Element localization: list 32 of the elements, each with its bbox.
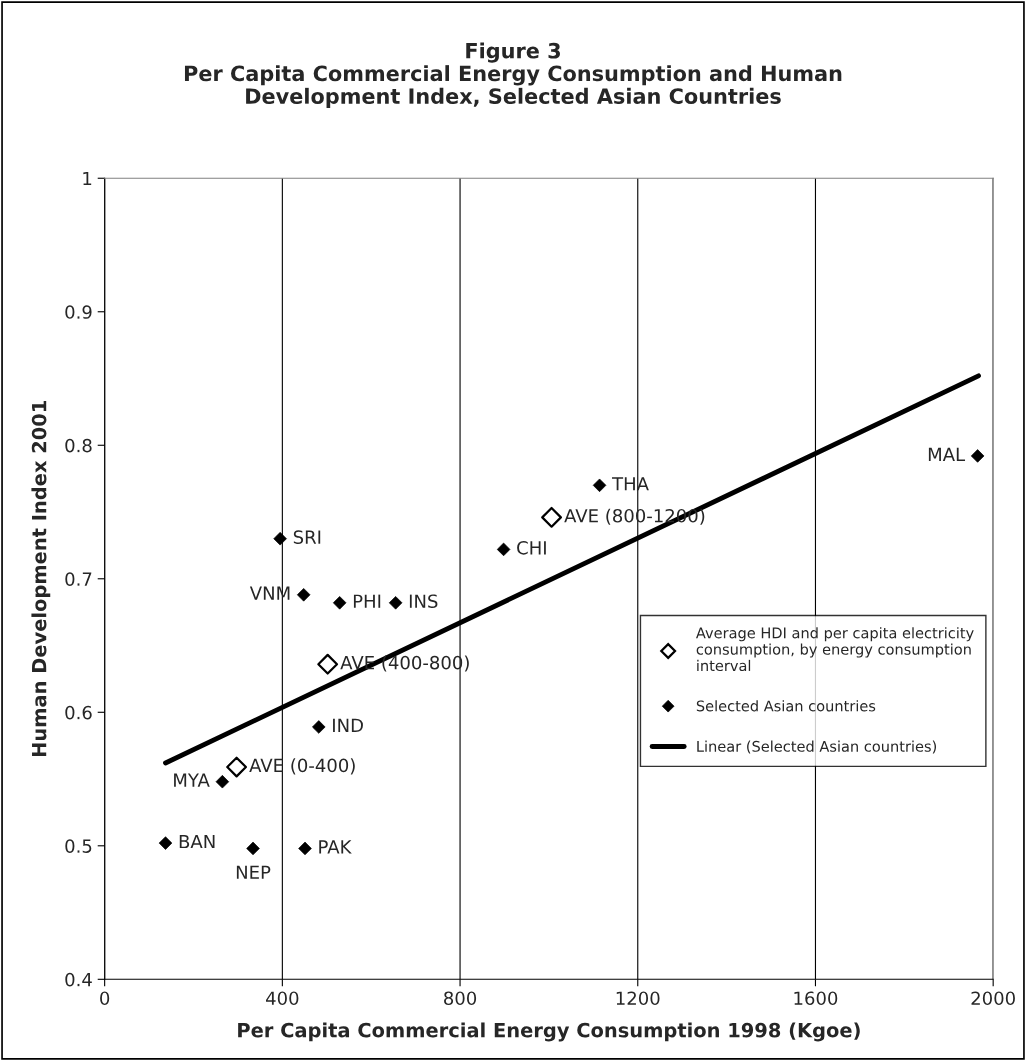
y-tick-label: 0.8 — [65, 438, 92, 453]
annotation: MYA — [174, 773, 210, 787]
annotation: BAN — [179, 834, 215, 849]
x-tick-label: 1600 — [794, 991, 838, 1006]
x-axis-title: Per Capita Commercial Energy Consumption 1998 (Kgoe) — [238, 1022, 860, 1042]
y-tick-label: 0.5 — [65, 839, 92, 853]
y-axis-title: Human Development Index 2001 — [31, 401, 51, 757]
annotation: NEP — [236, 865, 271, 879]
annotation: PAK — [319, 840, 352, 854]
annotation: SRI — [293, 530, 321, 544]
x-tick-label: 0 — [100, 991, 110, 1006]
x-tick-label: 2000 — [971, 991, 1015, 1006]
y-tick-label: 0.4 — [65, 972, 92, 987]
point — [317, 653, 339, 675]
y-tick-label: 1 — [83, 171, 92, 186]
x-tick-label: 400 — [266, 991, 299, 1006]
y-tick-label: 0.9 — [65, 305, 92, 319]
point — [226, 756, 248, 778]
y-tick-label: 0.7 — [65, 572, 92, 586]
chart-title: Figure 3 Per Capita Commercial Energy Consumption and Human Development Index, Selected Asian Countries — [184, 42, 842, 108]
point — [541, 506, 562, 528]
x-tick-label: 800 — [444, 991, 477, 1006]
y-tick-label: 0.6 — [65, 705, 92, 720]
annotation: INS — [409, 594, 438, 609]
legend-label: Average HDI and per capita electricity consumption, by energy consumption interval — [695, 627, 974, 672]
annotation: IND — [333, 718, 363, 732]
annotation: MAL — [928, 447, 966, 461]
legend-label: Selected Asian countries — [696, 700, 876, 712]
annotation: PHI — [353, 594, 381, 608]
annotation: CHI — [517, 540, 546, 555]
legend-label: Linear (Selected Asian countries) — [697, 740, 937, 754]
x-tick-label: 1200 — [616, 991, 660, 1006]
